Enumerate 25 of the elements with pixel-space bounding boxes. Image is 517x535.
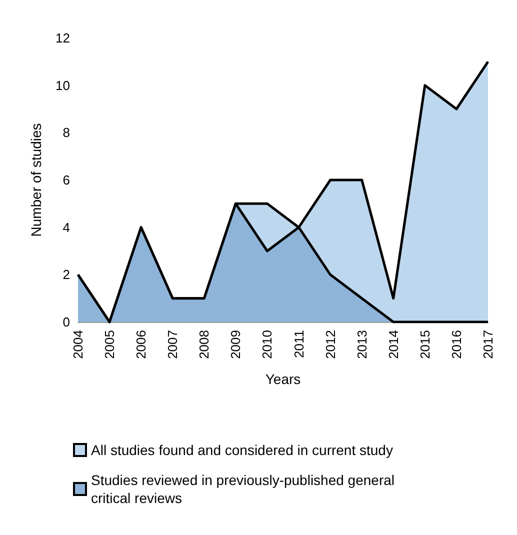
y-tick-label: 6 — [62, 172, 70, 188]
legend-label: Studies reviewed in previously-published general critical reviews — [91, 472, 398, 506]
y-tick-label: 4 — [62, 220, 70, 235]
x-tick-label: 2017 — [480, 330, 496, 359]
x-tick-label: 2011 — [291, 330, 306, 358]
x-tick-label: 2007 — [165, 330, 180, 359]
legend-label: All studies found and considered in current study — [91, 442, 393, 458]
x-tick-label: 2015 — [417, 330, 432, 359]
y-axis-title: Number of studies — [28, 123, 44, 237]
x-tick-label: 2010 — [260, 330, 275, 359]
x-tick-label: 2012 — [322, 330, 338, 359]
x-tick-label: 2005 — [102, 330, 118, 359]
x-tick-label: 2006 — [134, 330, 149, 359]
y-tick-label: 12 — [56, 30, 70, 46]
y-tick-label: 10 — [56, 78, 70, 93]
x-tick-label: 2004 — [70, 330, 86, 359]
x-tick-label: 2008 — [196, 330, 212, 359]
y-tick-label: 8 — [62, 125, 70, 140]
x-tick-label: 2014 — [386, 330, 401, 359]
x-axis-title: Years — [265, 371, 301, 387]
x-tick-label: 2009 — [228, 330, 244, 359]
x-tick-label: 2016 — [448, 330, 464, 359]
y-tick-label: 2 — [62, 267, 70, 282]
y-tick-label: 0 — [62, 314, 70, 330]
x-tick-label: 2013 — [354, 330, 370, 359]
